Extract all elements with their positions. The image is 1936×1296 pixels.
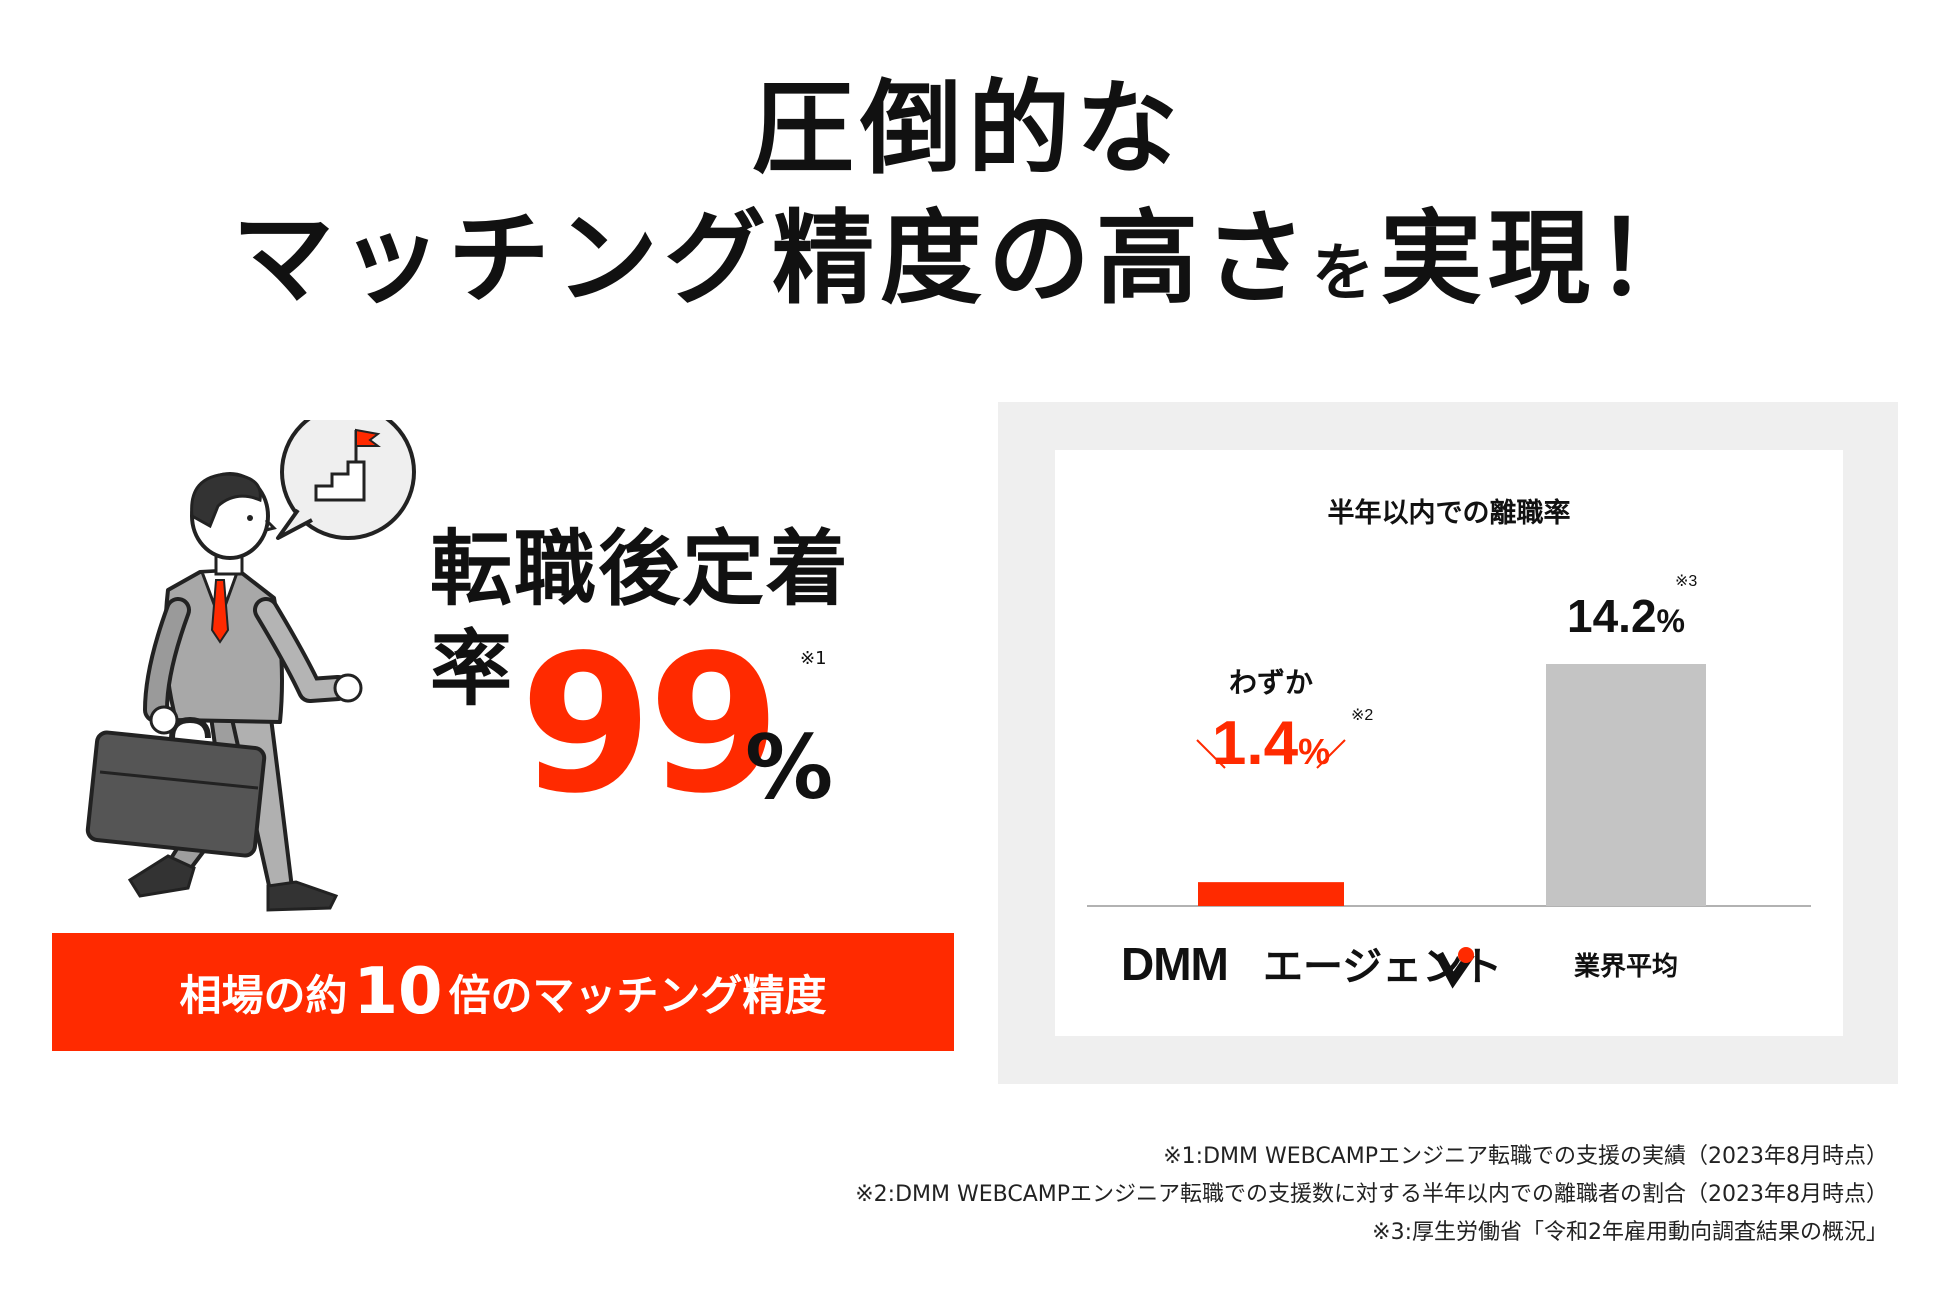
headline-particle: を [1311,236,1380,309]
emphasis-line-left [1196,739,1226,769]
metric-unit: % [745,716,834,819]
headline-line-1: 圧倒的な [752,70,1184,189]
bar-1-note: ※3 [1675,573,1697,590]
metric-note: ※1 [800,648,827,669]
headline-main: マッチング精度の高さ [231,200,1312,319]
metric-label: 転職後定着率 [430,522,851,717]
chart-title: 半年以内での離職率 [1328,497,1571,528]
banner-prefix: 相場の約 [179,970,348,1020]
dmm-agent-logo: DMM エージェント [1121,938,1502,990]
businessman-illustration [85,420,416,912]
footnote-1: ※1:DMM WEBCAMPエンジニア転職での支援の実績（2023年8月時点） [1163,1144,1888,1169]
turnover-bar-chart: 半年以内での離職率 わずか 1.4% ※2 14.2%※3 DMM エージェント 業界… [1087,497,1811,990]
bar-1-value-label: 14.2% [1567,590,1685,642]
bar-0-note: ※2 [1351,707,1373,724]
logo-dot-icon [1458,947,1474,963]
metric-value: 99 [520,614,780,835]
footnote-2: ※2:DMM WEBCAMPエンジニア転職での支援数に対する半年以内での離職者の… [855,1182,1888,1207]
chart-card [1055,450,1843,1036]
logo-dmm-text: DMM [1121,938,1228,990]
headline-end: 実現！ [1380,200,1704,319]
briefcase-icon [85,716,267,858]
emphasis-line-right [1316,739,1346,769]
bar-0-prefix-label: わずか [1229,667,1313,698]
bar-1 [1546,664,1706,906]
banner-suffix: 倍のマッチング精度 [448,970,827,1020]
bar-0 [1198,882,1344,906]
banner-number: 10 [353,955,443,1029]
headline-line-2: マッチング精度の高さを実現！ [0,200,1936,333]
bar-0-value-label: 1.4% [1212,709,1330,778]
footnote-3: ※3:厚生労働省「令和2年雇用動向調査結果の概況」 [1372,1220,1888,1245]
category-label-1: 業界平均 [1574,951,1678,981]
speech-bubble-icon [276,420,416,540]
comparison-banner: 相場の約 10 倍のマッチング精度 [52,933,954,1051]
